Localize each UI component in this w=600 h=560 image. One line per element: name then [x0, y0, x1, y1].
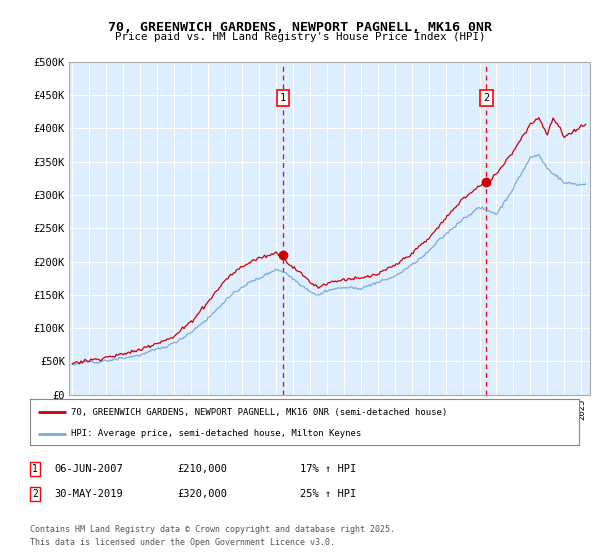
Text: 2: 2 — [32, 489, 38, 499]
Text: 06-JUN-2007: 06-JUN-2007 — [54, 464, 123, 474]
Text: 1: 1 — [280, 94, 286, 103]
Text: HPI: Average price, semi-detached house, Milton Keynes: HPI: Average price, semi-detached house,… — [71, 429, 361, 438]
Text: 1: 1 — [32, 464, 38, 474]
Text: 25% ↑ HPI: 25% ↑ HPI — [300, 489, 356, 499]
Text: £210,000: £210,000 — [177, 464, 227, 474]
Text: Price paid vs. HM Land Registry's House Price Index (HPI): Price paid vs. HM Land Registry's House … — [115, 32, 485, 43]
Text: 70, GREENWICH GARDENS, NEWPORT PAGNELL, MK16 0NR (semi-detached house): 70, GREENWICH GARDENS, NEWPORT PAGNELL, … — [71, 408, 448, 417]
Text: 2: 2 — [484, 94, 490, 103]
Text: 17% ↑ HPI: 17% ↑ HPI — [300, 464, 356, 474]
Text: 70, GREENWICH GARDENS, NEWPORT PAGNELL, MK16 0NR: 70, GREENWICH GARDENS, NEWPORT PAGNELL, … — [108, 21, 492, 34]
Text: 30-MAY-2019: 30-MAY-2019 — [54, 489, 123, 499]
Text: £320,000: £320,000 — [177, 489, 227, 499]
Text: This data is licensed under the Open Government Licence v3.0.: This data is licensed under the Open Gov… — [30, 538, 335, 547]
Text: Contains HM Land Registry data © Crown copyright and database right 2025.: Contains HM Land Registry data © Crown c… — [30, 525, 395, 534]
